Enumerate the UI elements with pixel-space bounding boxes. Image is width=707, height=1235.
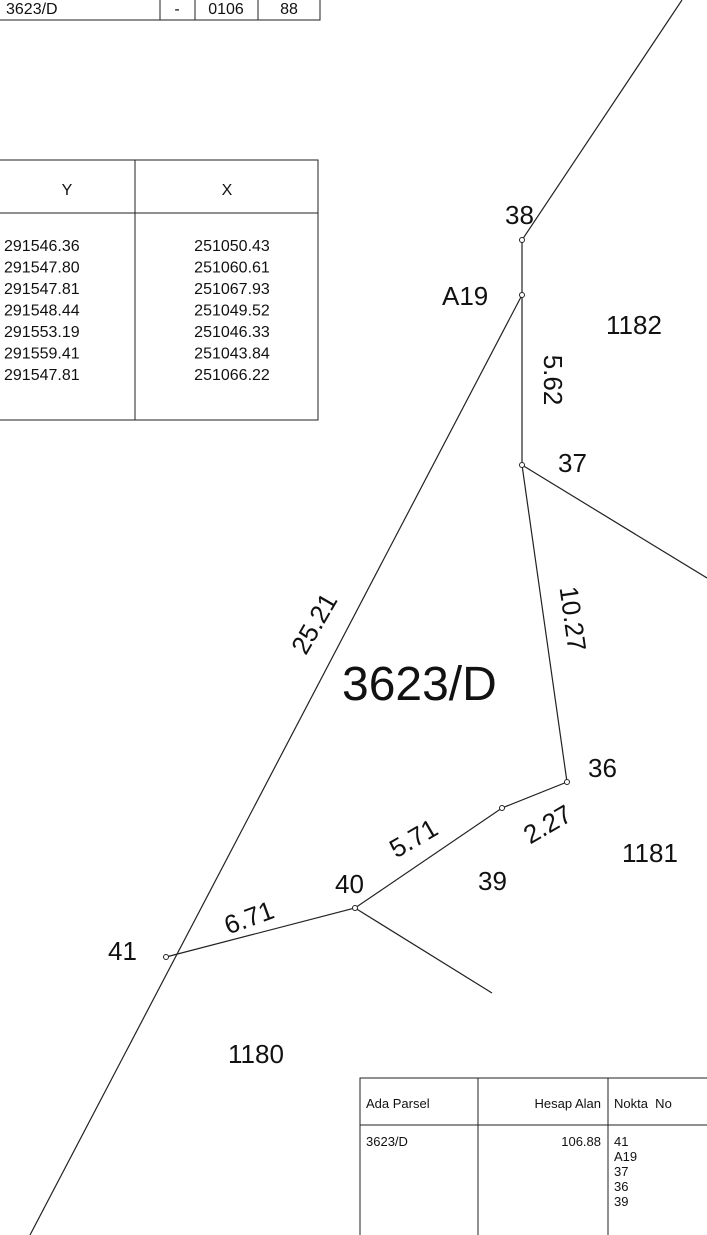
parcel-label: 1180 bbox=[228, 1039, 284, 1069]
point-marker bbox=[519, 462, 525, 468]
table-cell: 251046.33 bbox=[194, 324, 270, 341]
table-cell: 291547.81 bbox=[4, 367, 80, 384]
point-label: A19 bbox=[442, 281, 488, 311]
table-cell: 88 bbox=[280, 1, 298, 18]
table-header: Hesap Alan bbox=[535, 1096, 602, 1111]
table-cell: 251043.84 bbox=[194, 346, 270, 363]
point-label: 40 bbox=[335, 869, 364, 899]
distance-label: 2.27 bbox=[518, 799, 577, 850]
table-cell: 291546.36 bbox=[4, 238, 80, 255]
parcel-label: 1181 bbox=[622, 838, 678, 868]
table-cell: 291553.19 bbox=[4, 324, 80, 341]
point-marker bbox=[564, 779, 570, 785]
table-cell: 251067.93 bbox=[194, 281, 270, 298]
road-line bbox=[29, 294, 523, 1235]
boundary bbox=[165, 0, 683, 958]
area-table-border bbox=[359, 1077, 707, 1235]
top-table-border bbox=[0, 0, 321, 21]
table-cell: 41 bbox=[614, 1134, 628, 1149]
table-header: X bbox=[222, 182, 233, 199]
distance-label: 25.21 bbox=[285, 588, 344, 659]
table-cell: 291547.80 bbox=[4, 260, 80, 277]
table-cell: 291548.44 bbox=[4, 303, 80, 320]
table-header: Nokta No bbox=[614, 1096, 672, 1111]
table-cell: - bbox=[174, 1, 179, 18]
table-cell: 251060.61 bbox=[194, 260, 270, 277]
point-label: 38 bbox=[505, 200, 534, 230]
area-table-grid bbox=[360, 1078, 707, 1235]
parcel-lines bbox=[29, 0, 707, 1235]
table-cell: 291547.81 bbox=[4, 281, 80, 298]
table-cell: 106.88 bbox=[561, 1134, 601, 1149]
parcel-label: 3623/D bbox=[342, 658, 497, 711]
distance-label: 6.71 bbox=[220, 895, 278, 941]
distance-label: 10.27 bbox=[554, 584, 593, 653]
table-cell: 37 bbox=[614, 1164, 628, 1179]
table-cell: 36 bbox=[614, 1179, 628, 1194]
boundary bbox=[354, 907, 493, 994]
point-marker bbox=[519, 237, 525, 243]
table-cell: 251050.43 bbox=[194, 238, 270, 255]
coordinate-table-border bbox=[0, 159, 319, 421]
boundary bbox=[521, 464, 707, 579]
table-cell: 3623/D bbox=[366, 1134, 408, 1149]
point-label: 37 bbox=[558, 448, 587, 478]
point-marker bbox=[163, 954, 169, 960]
table-header: Y bbox=[62, 182, 73, 199]
table-cell: 39 bbox=[614, 1194, 628, 1209]
point-marker bbox=[499, 805, 505, 811]
top-table bbox=[0, 0, 321, 21]
point-label: 41 bbox=[108, 936, 137, 966]
point-label: 39 bbox=[478, 866, 507, 896]
distance-label: 5.62 bbox=[538, 355, 568, 406]
table-cell: A19 bbox=[614, 1149, 637, 1164]
table-cell: 251049.52 bbox=[194, 303, 270, 320]
table-header: Ada Parsel bbox=[366, 1096, 430, 1111]
point-label: 36 bbox=[588, 753, 617, 783]
parcel-label: 1182 bbox=[606, 310, 662, 340]
table-cell: 291559.41 bbox=[4, 346, 80, 363]
point-marker bbox=[352, 905, 358, 911]
distance-label: 5.71 bbox=[384, 813, 443, 864]
table-cell: 0106 bbox=[208, 1, 244, 18]
table-cell: 3623/D bbox=[6, 1, 58, 18]
table-cell: 251066.22 bbox=[194, 367, 270, 384]
point-marker bbox=[519, 292, 525, 298]
